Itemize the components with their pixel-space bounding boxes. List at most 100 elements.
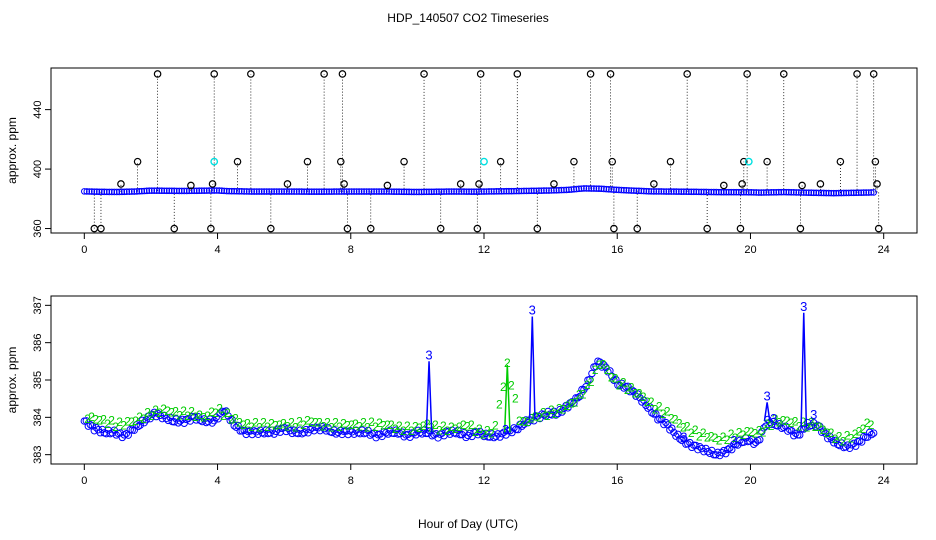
series-o-point	[132, 421, 140, 429]
series-o-point	[572, 394, 580, 402]
outlier-point	[366, 224, 375, 233]
series-2-point: 2	[320, 419, 327, 433]
chart-title: HDP_140507 CO2 Timeseries	[387, 11, 548, 25]
baseline-point	[715, 188, 723, 196]
series-2-point: 2	[400, 424, 407, 438]
series-2-point: 2	[136, 410, 143, 424]
series-2-point: 2	[516, 414, 523, 428]
series-o-point	[758, 427, 766, 436]
series-2-point: 2	[672, 413, 679, 427]
x-axis-label: Hour of Day (UTC)	[418, 517, 518, 531]
baseline-point	[842, 189, 850, 197]
baseline-point	[403, 188, 410, 196]
baseline-point	[335, 188, 343, 195]
baseline-point	[765, 189, 773, 196]
series-2-point: 2	[512, 391, 519, 405]
baseline-point	[230, 187, 238, 195]
baseline-point	[835, 189, 843, 197]
baseline-point	[738, 188, 745, 196]
baseline-point	[130, 188, 138, 195]
series-o-point	[734, 441, 742, 449]
baseline-point	[742, 188, 750, 196]
series-2-point: 2	[452, 422, 459, 436]
y-tick-label: 387	[32, 296, 44, 314]
series-2-point: 2	[484, 423, 491, 437]
series-o-point	[686, 438, 694, 447]
baseline-point	[588, 185, 595, 192]
series-2-point: 2	[156, 406, 163, 420]
series-o-point	[120, 431, 128, 439]
series-2-point: 2	[756, 423, 763, 437]
baseline-point	[86, 188, 93, 195]
series-2-point: 2	[504, 356, 511, 370]
series-2-point: 2	[580, 387, 587, 401]
baseline-point	[755, 189, 763, 196]
outlier-point	[473, 224, 482, 233]
outlier-point	[475, 180, 483, 188]
outlier-point	[550, 180, 558, 188]
baseline-point	[398, 188, 405, 196]
series-2-point: 2	[536, 410, 543, 424]
series-o-point	[678, 436, 686, 445]
series-2-point: 2	[336, 420, 343, 434]
series-2-point: 2	[556, 401, 563, 415]
series-o-point	[636, 394, 644, 402]
baseline-point	[545, 187, 553, 194]
series-2-point: 2	[396, 419, 403, 433]
baseline-point	[762, 189, 770, 196]
baseline-point	[668, 188, 675, 195]
series-o-point	[232, 423, 240, 432]
baseline-point	[703, 188, 710, 196]
y-tick-label: 360	[32, 219, 44, 237]
outlier-point	[133, 157, 142, 166]
baseline-point	[807, 189, 815, 197]
outlier-point	[666, 157, 675, 166]
baseline-point	[643, 187, 650, 195]
series-o-point	[498, 429, 506, 438]
baseline-point	[648, 188, 655, 195]
series-2-point: 2	[348, 418, 355, 432]
baseline-point	[470, 188, 478, 195]
baseline-point	[160, 187, 168, 195]
baseline-point	[633, 187, 640, 195]
series-2-point: 2	[740, 428, 747, 442]
baseline-point	[165, 187, 173, 195]
baseline-point	[683, 188, 690, 196]
series-2-point: 2	[420, 419, 427, 433]
y-axis-label: approx. ppm	[5, 347, 19, 414]
series-2-point: 2	[596, 358, 603, 372]
cyan-point	[210, 157, 219, 166]
baseline-point	[420, 188, 428, 196]
baseline-point	[258, 188, 265, 195]
outlier-point	[796, 224, 805, 233]
series-2-point: 2	[236, 416, 243, 430]
series-o-point	[582, 383, 590, 391]
baseline-point	[200, 187, 208, 194]
series-2-point: 2	[524, 415, 531, 429]
baseline-point	[750, 189, 758, 196]
series-o-point	[648, 409, 656, 417]
x-tick-label: 24	[878, 475, 890, 487]
baseline-point	[215, 187, 223, 194]
series-2-point: 2	[488, 426, 495, 440]
x-tick-label: 16	[611, 244, 623, 256]
outlier-point	[208, 180, 217, 188]
series-2-point: 2	[780, 413, 787, 427]
baseline-point	[453, 188, 460, 195]
series-o-point	[576, 392, 584, 401]
series-2-point: 2	[388, 418, 395, 432]
series-o-point	[568, 398, 576, 406]
baseline-point	[678, 188, 685, 195]
series-o-point	[620, 384, 628, 392]
series-o-point	[492, 432, 500, 440]
series-o-point	[662, 418, 670, 427]
series-o-point	[750, 440, 758, 448]
series-2-point: 2	[368, 415, 375, 429]
baseline-point	[265, 188, 273, 195]
baseline-point	[118, 188, 126, 196]
outlier-point	[267, 224, 275, 233]
baseline-point	[815, 189, 823, 197]
series-o-point	[724, 445, 732, 454]
baseline-point	[203, 187, 211, 194]
baseline-point	[193, 187, 201, 195]
